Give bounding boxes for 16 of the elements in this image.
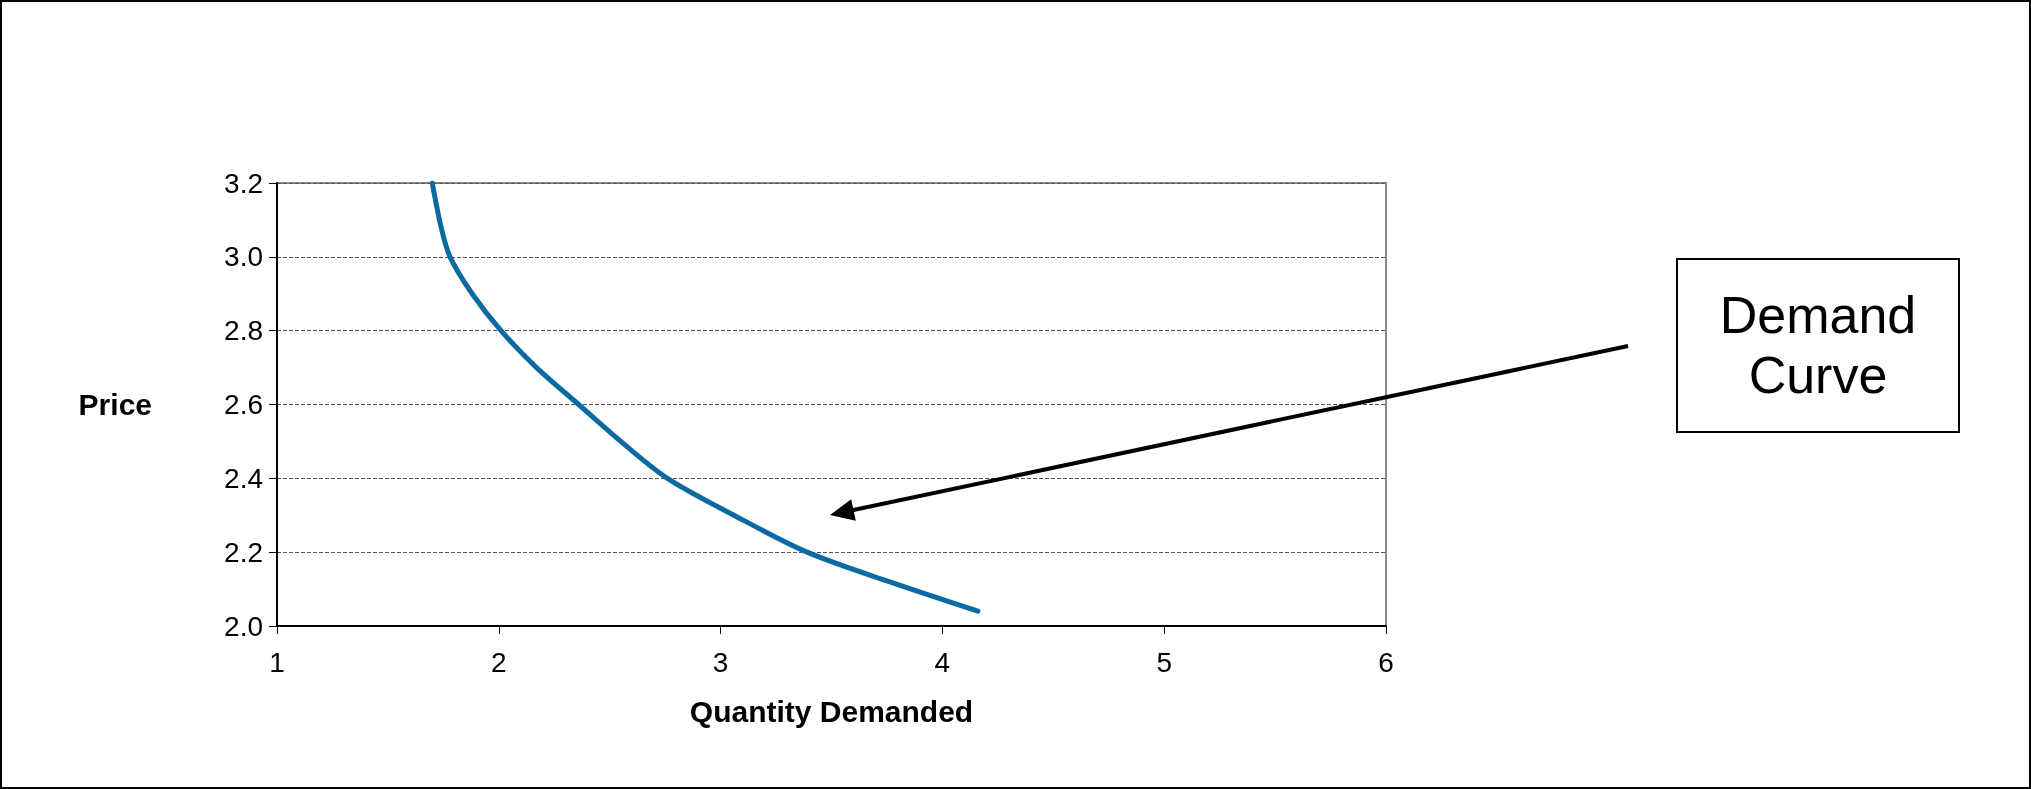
y-tick-label: 2.2: [224, 536, 263, 568]
y-tick-label: 3.0: [224, 241, 263, 273]
y-tick-label: 2.6: [224, 389, 263, 420]
x-tick-label: 4: [934, 646, 951, 678]
x-tick-label: 3: [712, 646, 729, 678]
text: Demand Curve: [1676, 258, 1960, 433]
x-tick-label: 6: [1378, 646, 1394, 678]
y-tick-label: 2.4: [224, 462, 263, 494]
x-axis-title: Quantity Demanded: [689, 694, 974, 728]
x-tick-label: 1: [269, 646, 285, 678]
x-tick-label: 5: [1156, 646, 1172, 678]
y-tick-label: 2.0: [224, 610, 263, 642]
y-tick-label: 3.2: [224, 167, 263, 199]
x-tick-label: 2: [491, 646, 507, 678]
y-tick-label: 2.8: [224, 315, 263, 347]
y-axis-title: Price: [78, 388, 152, 421]
